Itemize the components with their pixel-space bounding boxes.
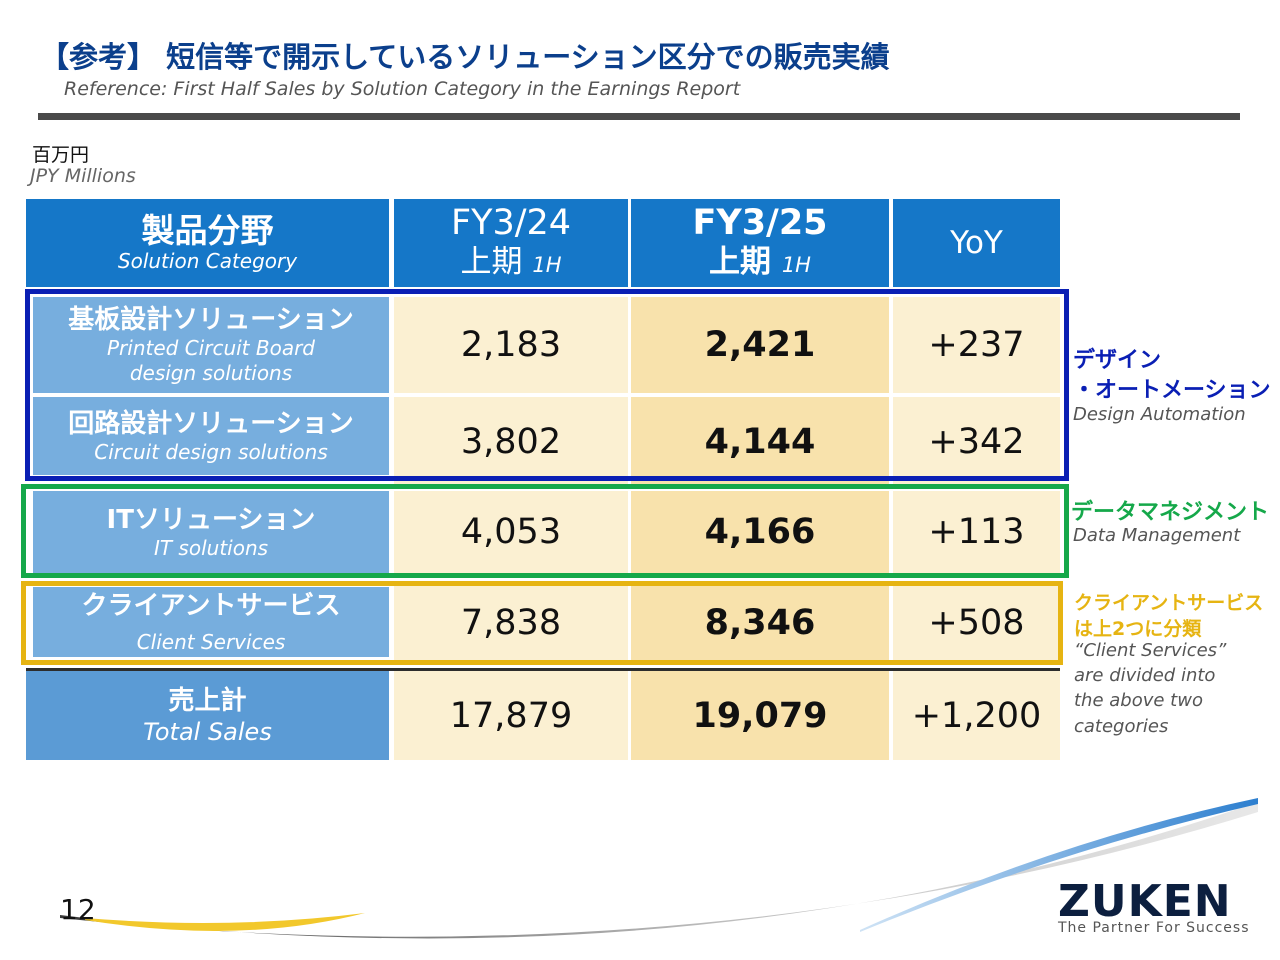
unit-label-en: JPY Millions: [30, 165, 136, 187]
client-services-label-ja2: は上2つに分類: [1074, 618, 1202, 640]
value-cur-total: 19,079: [631, 671, 889, 760]
header-category: 製品分野 Solution Category: [26, 199, 389, 287]
page-title: 【参考】 短信等で開示しているソリューション区分での販売実績: [40, 40, 890, 74]
category-circuit-en: Circuit design solutions: [94, 439, 328, 464]
unit-label-ja: 百万円: [32, 144, 90, 166]
category-client-ja: クライアントサービス: [81, 590, 341, 621]
client-services-label-ja1: クライアントサービス: [1074, 592, 1264, 614]
header-prev-fy-label: FY3/24: [450, 202, 572, 243]
category-it-ja: ITソリューション: [106, 504, 316, 535]
client-services-label-en1: “Client Services”: [1074, 640, 1227, 661]
value-yoy-total: +1,200: [893, 671, 1060, 760]
category-client: クライアントサービス Client Services: [33, 587, 389, 657]
header-prev-half: 上期: [460, 243, 523, 280]
category-pcb-en1: Printed Circuit Board: [106, 336, 316, 360]
value-prev-it: 4,053: [394, 491, 628, 573]
value-cur-circuit: 4,144: [631, 397, 889, 487]
group-box-client-services: [21, 581, 1063, 665]
header-yoy-label: YoY: [950, 225, 1003, 261]
group-box-design-automation: [25, 289, 1069, 481]
value-yoy-client: +508: [893, 582, 1060, 664]
header-cur-fy: FY3/25 上期 1H: [631, 199, 889, 287]
logo-tagline: The Partner For Success: [1058, 920, 1250, 936]
value-cur-pcb: 2,421: [631, 297, 889, 393]
value-prev-pcb: 2,183: [394, 297, 628, 393]
title-divider: [38, 113, 1240, 120]
value-cur-client: 8,346: [631, 582, 889, 664]
value-cur-it: 4,166: [631, 491, 889, 573]
category-it: ITソリューション IT solutions: [33, 491, 389, 573]
category-total-en: Total Sales: [143, 717, 272, 746]
header-category-ja: 製品分野: [141, 211, 274, 250]
design-automation-label-ja1: デザイン: [1073, 348, 1162, 373]
zuken-logo: ZUKEN: [1058, 876, 1232, 927]
data-management-label-en: Data Management: [1073, 525, 1241, 546]
header-cur-half: 上期: [709, 243, 772, 280]
category-circuit-ja: 回路設計ソリューション: [68, 408, 354, 439]
category-pcb: 基板設計ソリューション Printed Circuit Board design…: [33, 297, 389, 393]
header-category-en: Solution Category: [117, 249, 298, 273]
value-prev-circuit: 3,802: [394, 397, 628, 487]
category-pcb-ja: 基板設計ソリューション: [68, 305, 354, 335]
category-it-en: IT solutions: [153, 535, 269, 560]
value-yoy-it: +113: [893, 491, 1060, 573]
client-services-label-en4: categories: [1074, 716, 1169, 737]
header-cur-fy-label: FY3/25: [692, 202, 828, 243]
category-client-en: Client Services: [136, 629, 286, 654]
value-prev-total: 17,879: [394, 671, 628, 760]
header-yoy: YoY: [893, 199, 1060, 287]
value-prev-client: 7,838: [394, 582, 628, 664]
client-services-label-en3: the above two: [1074, 690, 1203, 711]
category-pcb-en2: design solutions: [129, 361, 293, 385]
header-prev-fy: FY3/24 上期 1H: [394, 199, 628, 287]
value-yoy-circuit: +342: [893, 397, 1060, 487]
group-box-data-management: [21, 484, 1069, 578]
total-divider: [26, 668, 1060, 671]
header-prev-half-en: 1H: [532, 252, 562, 277]
page-subtitle: Reference: First Half Sales by Solution …: [64, 78, 741, 100]
value-yoy-pcb: +237: [893, 297, 1060, 393]
data-management-label-ja: データマネジメント: [1071, 500, 1270, 525]
design-automation-label-en: Design Automation: [1073, 404, 1246, 425]
category-total: 売上計 Total Sales: [26, 671, 389, 760]
category-circuit: 回路設計ソリューション Circuit design solutions: [33, 397, 389, 475]
header-cur-half-en: 1H: [781, 252, 811, 277]
footer-swoosh: [60, 798, 1258, 939]
page-number: 12: [60, 893, 96, 926]
design-automation-label-ja2: ・オートメーション: [1073, 378, 1271, 403]
client-services-label-en2: are divided into: [1074, 665, 1216, 686]
category-total-ja: 売上計: [168, 685, 247, 716]
